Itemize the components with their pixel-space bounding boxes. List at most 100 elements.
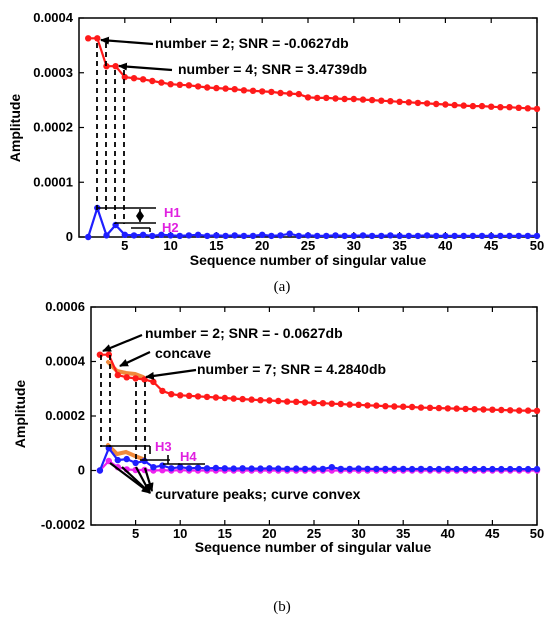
panel-a-caption: (a) [274,279,291,295]
panel-a-guides [96,43,125,224]
y-tick-label: 0 [78,463,85,478]
panel-a: 0 0.0001 0.0002 0.0003 0.0004 5 10 15 20 25 30 35 4… [7,10,544,295]
data-point [359,96,367,103]
data-point [423,232,431,239]
data-point [114,371,122,379]
data-point [469,232,477,240]
data-point [314,232,321,240]
data-point [249,232,257,240]
data-point [382,403,389,410]
data-point [433,100,440,108]
data-point [480,406,487,413]
data-point [341,95,348,103]
data-point [275,397,282,405]
data-point [177,464,184,471]
data-point [203,393,211,401]
data-point [103,62,110,70]
data-point [293,465,300,472]
data-point [391,465,398,473]
data-point [368,232,376,240]
data-point [489,406,496,413]
data-point [451,101,458,109]
panel-b-h4-label: H4 [180,449,197,464]
panel-b-h3-label: H3 [155,439,172,454]
data-point [328,464,335,471]
panel-b-annotation-1: number = 2; SNR = - 0.0627db [145,325,343,341]
x-tick-label: 25 [301,238,315,253]
data-point [310,465,318,472]
x-tick-label: 50 [530,526,544,541]
data-point [417,404,425,411]
data-point [194,393,202,400]
data-point [123,455,130,463]
data-point [515,232,522,240]
data-point [396,98,403,106]
y-tick-label: 0.0002 [33,120,73,135]
data-point [130,232,138,239]
y-tick-label: 0.0004 [45,354,86,369]
x-tick-label: 35 [396,526,410,541]
data-point [167,81,174,88]
x-tick-label: 15 [209,238,223,253]
data-point [194,231,202,238]
x-tick-label: 30 [347,238,361,253]
data-point [231,232,238,239]
data-point [323,232,330,240]
x-tick-label: 5 [132,526,139,541]
panel-b-y-ticks: -0.0002 0 0.0002 0.0004 0.0006 [41,299,537,532]
data-point [275,465,282,472]
y-tick-label: 0.0003 [33,65,73,80]
data-point [158,231,165,238]
panel-a-y-ticks: 0 0.0001 0.0002 0.0003 0.0004 [33,10,537,244]
data-point [177,392,184,399]
data-point [364,402,371,409]
data-point [277,232,284,239]
y-tick-label: 0.0006 [45,299,85,314]
data-point [382,465,389,473]
data-point [319,400,327,407]
data-point [433,232,440,240]
data-point [405,232,412,240]
data-point [319,465,327,473]
data-point [185,392,193,399]
data-point [257,465,264,472]
data-point [460,102,467,109]
data-point [132,459,139,467]
data-point [103,232,110,239]
data-point [507,465,514,473]
data-point [515,104,522,112]
data-point [435,465,443,473]
y-tick-label: -0.0002 [41,517,85,532]
data-point [304,94,312,101]
data-point [286,230,293,237]
panel-a-x-ticks: 5 10 15 20 25 30 35 40 45 50 [121,18,544,253]
data-point [96,467,104,474]
y-tick-label: 0.0002 [45,408,85,423]
data-point [378,97,385,104]
data-point [248,465,255,472]
data-point [150,378,157,386]
panel-a-series [85,35,541,241]
y-tick-label: 0 [66,229,73,244]
data-point [387,232,394,239]
data-point [364,465,371,473]
data-point [230,395,237,402]
data-point [408,465,416,473]
data-point [332,95,339,102]
x-tick-label: 25 [307,526,321,541]
data-point [506,104,513,111]
data-point [533,232,541,240]
data-point [248,396,255,403]
data-point [185,465,193,472]
data-point [249,87,257,95]
y-tick-label: 0.0001 [33,174,73,189]
data-point [293,398,300,405]
data-point [400,465,407,473]
data-point [533,105,541,113]
data-point [204,232,211,240]
data-point [453,465,460,473]
data-point [462,405,469,413]
data-point [259,88,266,95]
data-point [222,232,229,240]
data-point [213,232,220,239]
